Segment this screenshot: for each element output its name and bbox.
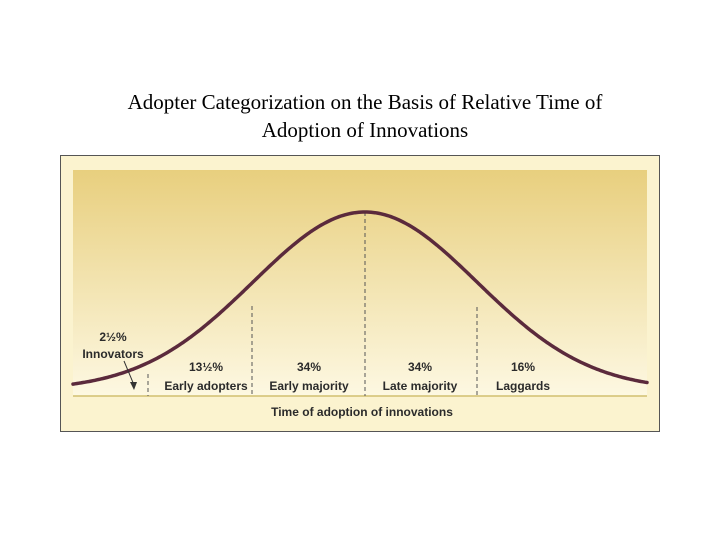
early-adopters-label: Early adopters [164, 379, 248, 393]
early-adopters-percent: 13½% [189, 360, 223, 374]
chart-panel [73, 170, 647, 396]
x-axis-label: Time of adoption of innovations [271, 405, 453, 419]
title-line-1: Adopter Categorization on the Basis of R… [127, 90, 603, 114]
early-majority-label: Early majority [269, 379, 349, 393]
innovators-percent: 2½% [99, 330, 127, 344]
title-line-2: Adoption of Innovations [261, 118, 469, 142]
laggards-percent: 16% [511, 360, 535, 374]
innovators-arrow [123, 360, 135, 386]
late-majority-label: Late majority [383, 379, 458, 393]
slide-title: Adopter Categorization on the Basis of R… [60, 88, 670, 144]
late-majority-percent: 34% [408, 360, 432, 374]
laggards-label: Laggards [496, 379, 550, 393]
bell-curve [71, 210, 649, 386]
innovators-arrowhead [130, 382, 137, 390]
innovators-label: Innovators [82, 347, 144, 361]
early-majority-percent: 34% [297, 360, 321, 374]
